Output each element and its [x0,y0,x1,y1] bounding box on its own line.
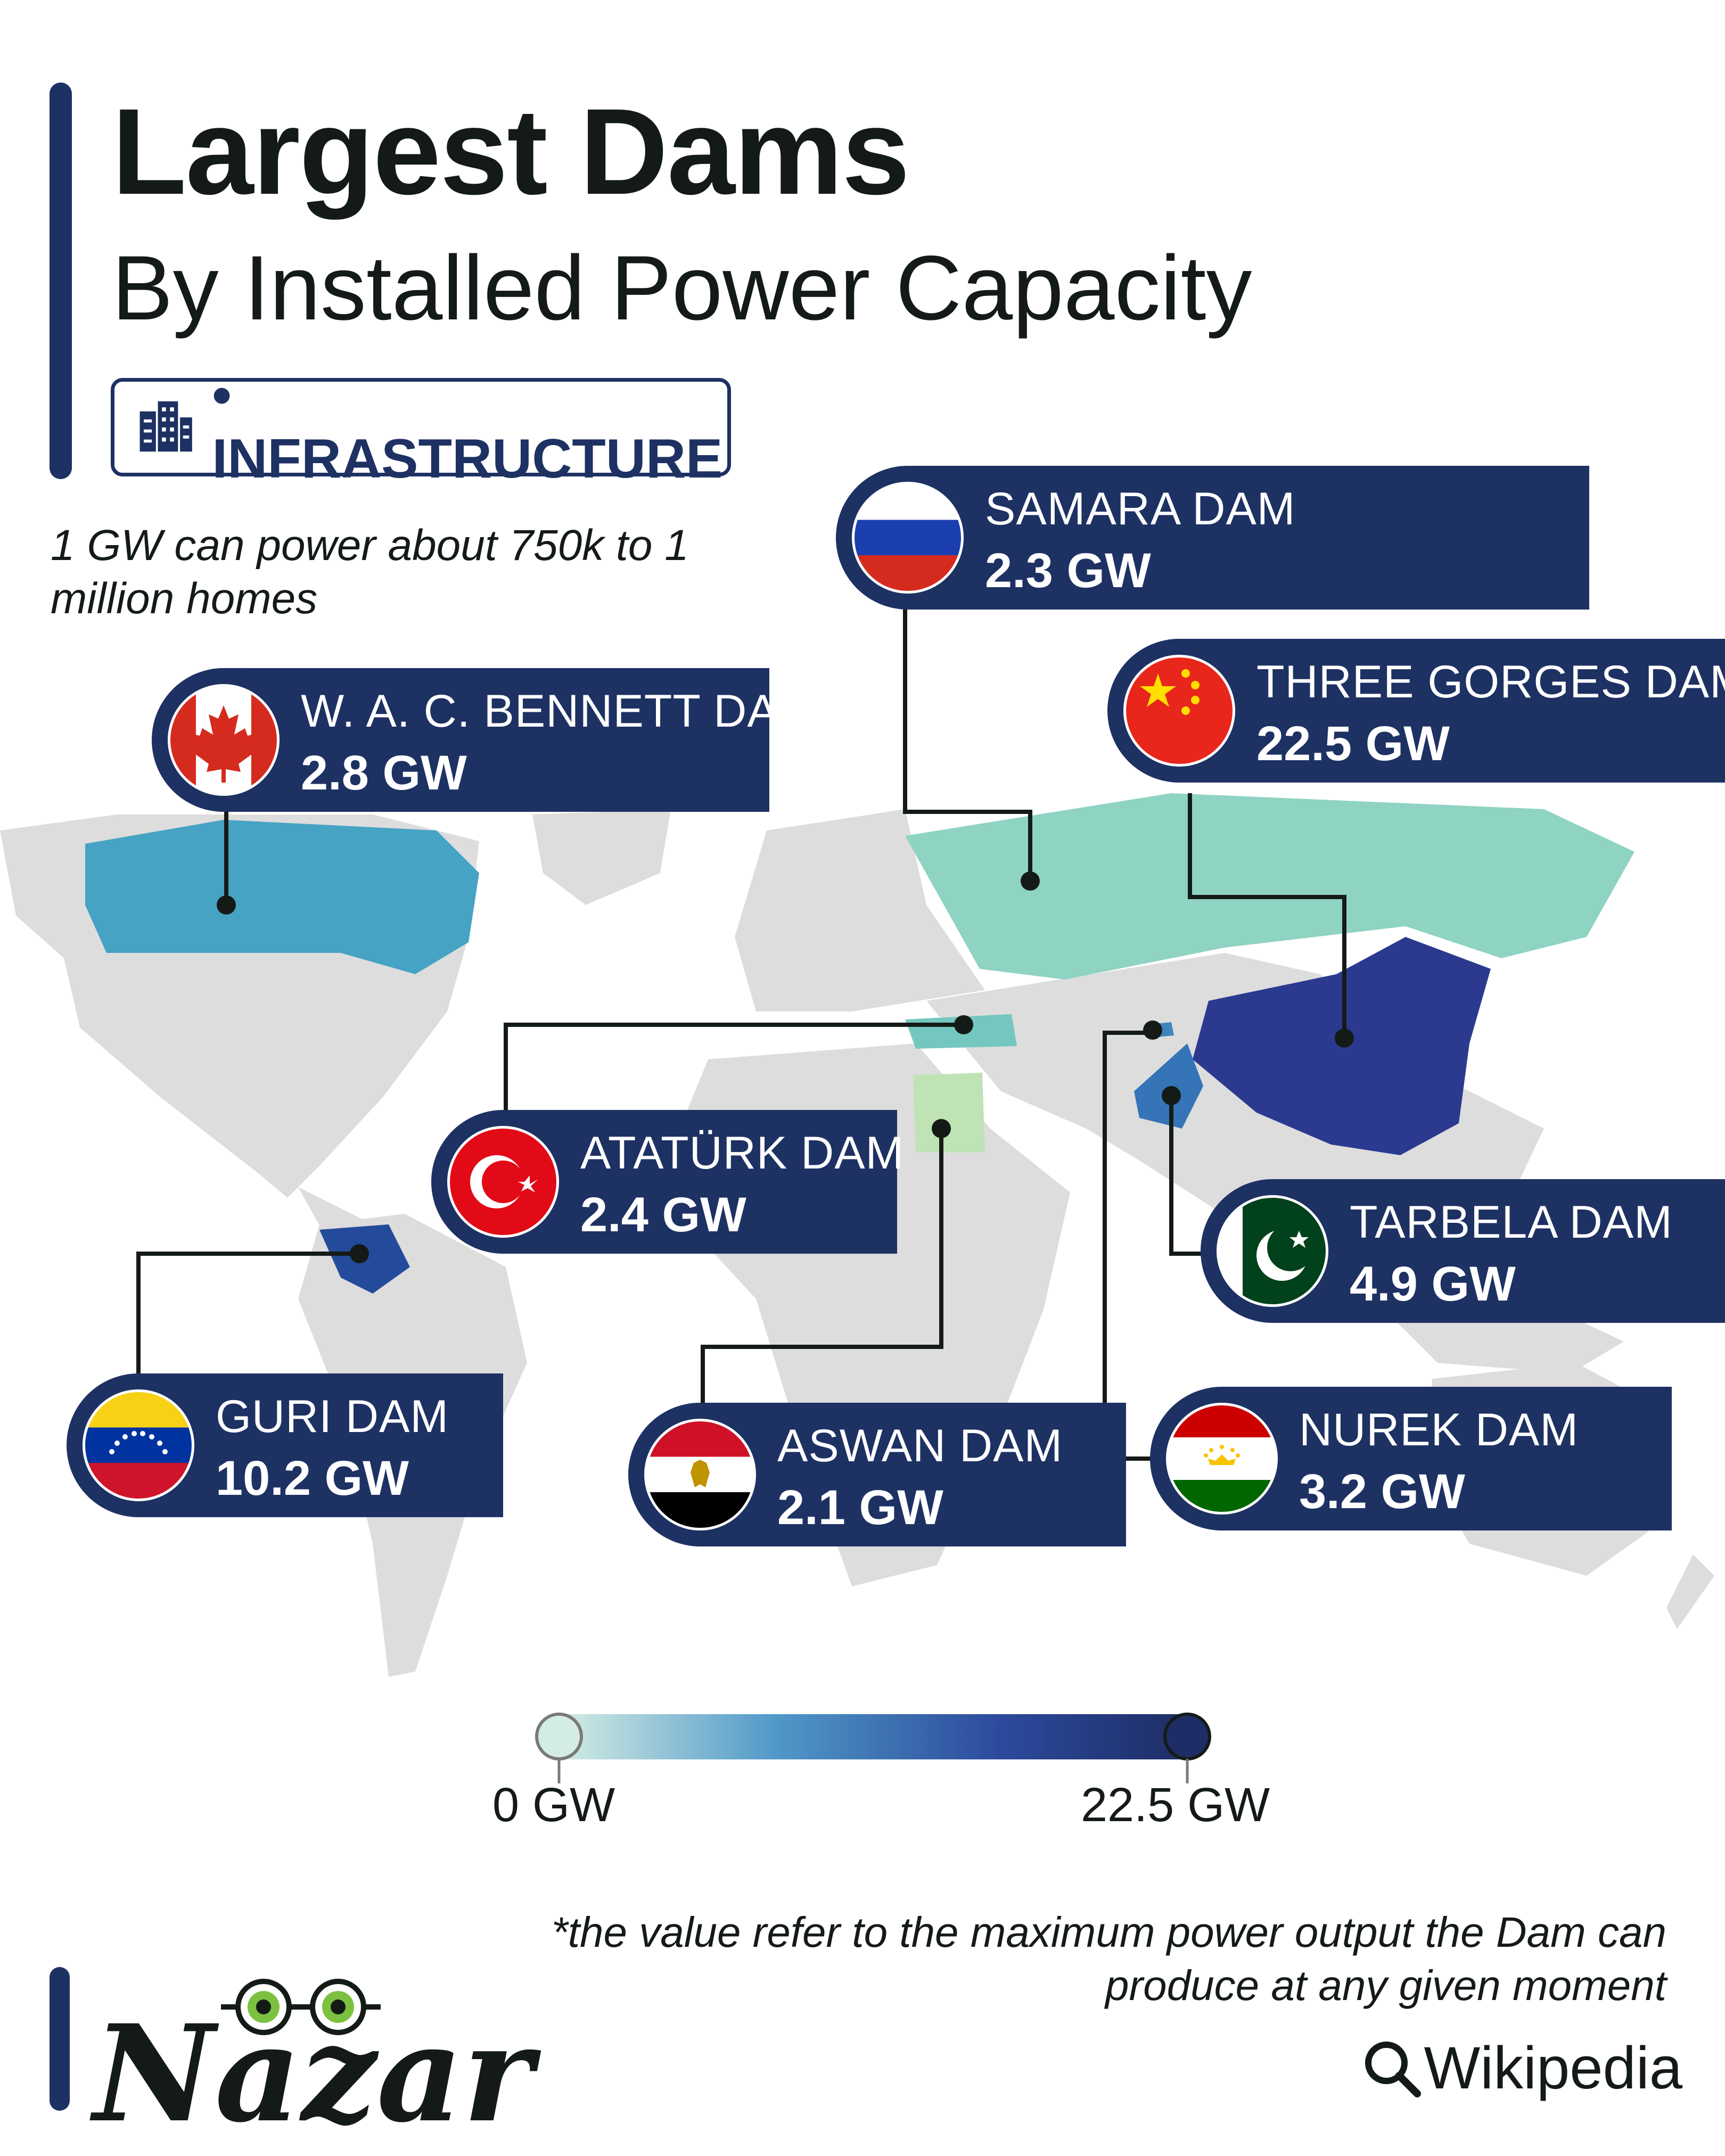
title-accent-bar [50,83,72,479]
connector-ataturk [504,1023,964,1110]
land-greenland [532,809,671,905]
dam-dot-tarbela [1162,1086,1181,1105]
pakistan-flag-icon [1217,1195,1328,1307]
source-name: Wikipedia [1424,2035,1682,2101]
dam-capacity: 22.5 GW [1256,717,1450,771]
capacity-note: 1 GW can power about 750k to 1 million h… [51,521,689,623]
egypt-flag-icon [644,1419,756,1530]
dam-dot-nurek [1143,1021,1162,1040]
dam-label-flag-frame [152,668,295,812]
category-label: • INFRASTRUCTURE [212,364,723,490]
dam-capacity: 10.2 GW [216,1451,409,1505]
dam-label-flag-frame [1150,1387,1294,1530]
canada-flag-icon [168,684,280,796]
dam-label-box [1222,1387,1672,1530]
dam-capacity: 2.8 GW [301,746,467,800]
connector-guri [136,1252,359,1373]
dam-label-flag-frame [1201,1179,1344,1323]
category-chip: • INFRASTRUCTURE [111,365,731,490]
dam-dot-bennett [217,895,236,915]
source-credit: Wikipedia [1360,2034,1682,2102]
scale-gradient-bar [559,1714,1187,1759]
dam-name: ASWAN DAM [777,1420,1063,1471]
scale-max-label: 22.5 GW [1081,1779,1270,1832]
brand-accent-bar [50,1967,70,2111]
connector-nurek [1103,1031,1161,1461]
china-flag-icon [1123,655,1235,767]
dam-name: TARBELA DAM [1350,1197,1673,1248]
turkey-flag-icon [447,1126,559,1238]
footnote: *the value refer to the maximum power ou… [551,1908,1666,2009]
dam-name: W. A. C. BENNETT DAM [301,686,817,737]
scale-min-label: 0 GW [492,1779,615,1832]
page-title: Largest Dams [112,83,910,220]
dam-label-flag-frame [836,466,980,610]
dam-capacity: 2.1 GW [777,1480,943,1535]
connector-three-gorges [1188,793,1346,1038]
dam-dot-ataturk [954,1015,973,1034]
country-egypt [913,1073,985,1153]
dam-label-box [224,668,769,812]
dam-dot-three-gorges [1335,1028,1354,1048]
scale-min-marker [535,1713,583,1760]
dam-label-flag-frame [431,1110,575,1254]
connector-aswan [701,1129,943,1416]
russia-flag-icon [852,482,964,594]
dam-capacity: 2.4 GW [580,1188,746,1242]
land-europe [735,809,985,1011]
scale-max-marker [1163,1713,1211,1760]
dam-name: NUREK DAM [1299,1404,1579,1455]
dam-label-flag-frame [67,1373,210,1517]
country-russia [905,793,1634,980]
dam-dot-aswan [932,1119,951,1138]
dam-label-box [908,466,1589,610]
search-icon [1365,2041,1422,2097]
dam-name: SAMARA DAM [985,483,1296,534]
dam-capacity: 2.3 GW [985,544,1151,598]
country-pakistan [1134,1043,1203,1129]
dam-dot-samara [1021,871,1040,891]
dam-name: GURI DAM [216,1391,449,1442]
dam-label-flag-frame [628,1403,772,1546]
dam-capacity: 3.2 GW [1299,1464,1465,1519]
connector-tarbela [1169,1096,1214,1256]
dam-dot-guri [350,1244,369,1263]
dam-name: THREE GORGES DAM [1256,656,1725,707]
dam-label-box [1272,1179,1725,1323]
connector-samara [903,607,1032,878]
color-scale-legend [535,1713,1211,1783]
brand-goggles-icon [221,1979,381,2035]
building-icon [139,401,192,451]
dam-label-box [1179,639,1725,783]
page-subtitle: By Installed Power Capacity [112,237,1252,339]
dam-label-flag-frame [1107,639,1251,783]
land-new-zealand [1666,1554,1714,1629]
country-canada [85,820,479,974]
dam-capacity: 4.9 GW [1350,1257,1516,1311]
dam-name: ATATÜRK DAM [580,1128,905,1179]
tajikistan-flag-icon [1166,1403,1278,1515]
brand-logo-text: Nazar [93,1995,533,2152]
venezuela-flag-icon [83,1389,194,1501]
